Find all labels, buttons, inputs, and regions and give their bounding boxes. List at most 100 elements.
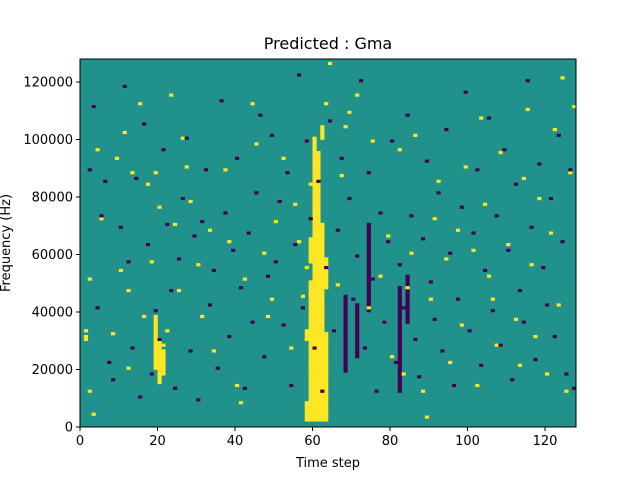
heatmap-cell-high (161, 366, 166, 370)
heatmap-cell-high (320, 245, 325, 250)
heatmap-cell-high (312, 314, 317, 319)
heatmap-cell-high (324, 340, 329, 344)
heatmap-cell-high (312, 248, 317, 252)
heatmap-cell-low (510, 378, 515, 382)
heatmap-cell-low (235, 156, 240, 160)
heatmap-cell-high (320, 335, 325, 339)
heatmap-cell-high (161, 363, 166, 367)
heatmap-cell-high (316, 289, 321, 293)
heatmap-cell-high (316, 309, 321, 313)
heatmap-cell-high (308, 352, 313, 356)
heatmap-cell-high (316, 406, 321, 411)
heatmap-cell-high (316, 409, 321, 413)
heatmap-cell-low (405, 314, 410, 319)
heatmap-cell-high (316, 343, 321, 347)
heatmap-cell-low (405, 306, 410, 310)
heatmap-cell-high (324, 369, 329, 373)
heatmap-cell-low (355, 326, 360, 330)
heatmap-cell-high (308, 401, 313, 405)
heatmap-cell-high (312, 165, 317, 169)
heatmap-cell-high (312, 409, 317, 413)
heatmap-cell-low (370, 277, 375, 281)
heatmap-cell-low (397, 329, 402, 333)
heatmap-cell-high (312, 372, 317, 376)
heatmap-cell-high (308, 346, 313, 350)
heatmap-cell-high (312, 234, 317, 238)
heatmap-cell-high (324, 375, 329, 379)
heatmap-cell-low (397, 381, 402, 385)
heatmap-cell-high (320, 369, 325, 373)
heatmap-cell-low (397, 355, 402, 359)
heatmap-cell-high (312, 274, 317, 278)
heatmap-cell-high (320, 136, 325, 140)
heatmap-cell-low (405, 291, 410, 296)
heatmap-cell-high (153, 171, 158, 175)
heatmap-cell-high (312, 191, 317, 195)
heatmap-cell-high (324, 363, 329, 367)
heatmap-cell-high (320, 225, 325, 229)
heatmap-cell-high (320, 360, 325, 365)
heatmap-cell-high (157, 378, 162, 382)
heatmap-cell-high (316, 323, 321, 327)
heatmap-cell-low (397, 349, 402, 353)
heatmap-cell-high (312, 329, 317, 333)
heatmap-cell-high (483, 202, 488, 206)
heatmap-cell-high (300, 294, 306, 298)
heatmap-cell-high (250, 102, 255, 106)
heatmap-cell-low (343, 337, 348, 342)
heatmap-cell-high (312, 271, 317, 275)
heatmap-cell-low (436, 191, 441, 195)
heatmap-cell-low (463, 90, 468, 94)
heatmap-cell-high (316, 228, 321, 232)
heatmap-cell-low (343, 363, 348, 367)
heatmap-cell-low (397, 337, 402, 342)
heatmap-cell-low (568, 168, 573, 172)
heatmap-cell-high (308, 300, 313, 304)
heatmap-cell-low (351, 297, 356, 301)
heatmap-cell-high (324, 349, 329, 353)
heatmap-cell-high (308, 312, 313, 316)
heatmap-cell-low (165, 222, 170, 227)
heatmap-cell-high (87, 277, 92, 281)
heatmap-cell-high (312, 286, 317, 290)
heatmap-cell-high (308, 358, 313, 362)
heatmap-cell-high (316, 237, 321, 241)
heatmap-cell-high (320, 343, 325, 347)
heatmap-cell-high (161, 372, 166, 376)
heatmap-cell-high (316, 182, 321, 186)
heatmap-cell-high (320, 358, 325, 362)
heatmap-cell-high (312, 254, 317, 258)
heatmap-cell-low (397, 383, 402, 388)
heatmap-cell-low (320, 389, 325, 393)
heatmap-cell-high (308, 418, 313, 422)
heatmap-cell-low (366, 260, 371, 264)
heatmap-cell-low (204, 168, 209, 172)
heatmap-cell-low (560, 240, 565, 244)
heatmap-cell-high (343, 125, 348, 129)
x-tick-label: 20 (149, 434, 166, 449)
heatmap-cell-low (455, 297, 461, 301)
heatmap-cell-high (320, 332, 325, 336)
heatmap-cell-high (316, 392, 321, 396)
heatmap-cell-high (463, 165, 468, 169)
y-tick-label: 40000 (32, 306, 73, 321)
heatmap-cell-high (308, 289, 313, 293)
heatmap-cell-low (529, 225, 534, 229)
heatmap-cell-low (95, 306, 100, 310)
heatmap-cell-high (312, 363, 317, 367)
heatmap-cell-low (142, 122, 147, 126)
heatmap-cell-high (324, 257, 329, 261)
heatmap-cell-high (312, 208, 317, 212)
heatmap-cell-high (312, 162, 317, 166)
heatmap-cell-low (277, 199, 282, 204)
heatmap-cell-high (312, 211, 317, 215)
heatmap-cell-low (494, 214, 499, 218)
heatmap-cell-high (320, 366, 325, 370)
heatmap-cell-high (320, 231, 325, 235)
heatmap-cell-low (250, 320, 255, 324)
heatmap-cell-high (304, 332, 309, 336)
heatmap-cell-high (316, 389, 321, 393)
heatmap-cell-low (223, 211, 228, 215)
heatmap-cell-high (316, 240, 321, 244)
heatmap-cell-low (366, 291, 371, 296)
